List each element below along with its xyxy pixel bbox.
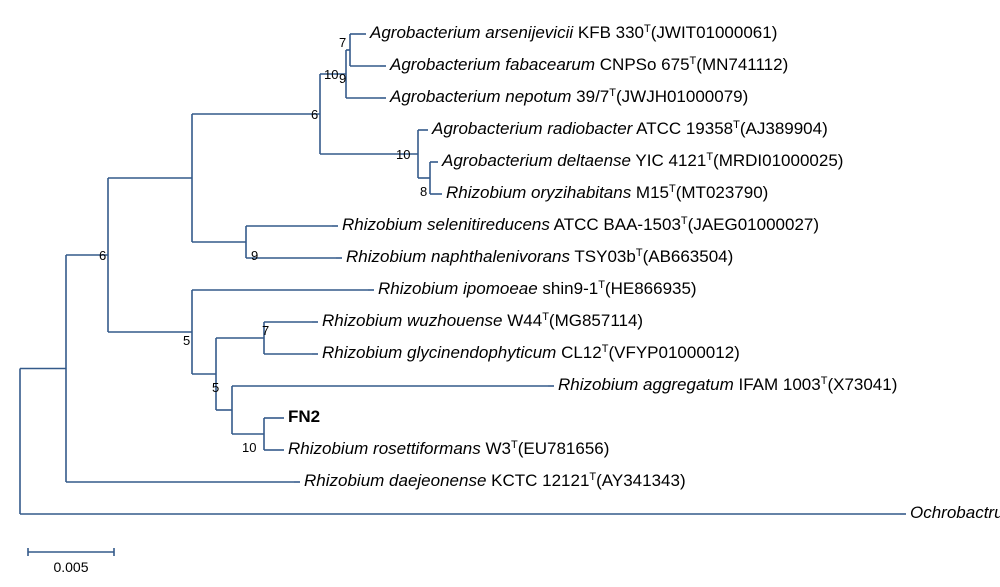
support-value: 9 — [339, 71, 346, 86]
taxon-label: Agrobacterium deltaense YIC 4121T(MRDI01… — [441, 151, 843, 171]
scale-bar-label: 0.005 — [53, 559, 88, 575]
taxon-label: Agrobacterium arsenijevicii KFB 330T(JWI… — [369, 23, 777, 43]
taxon-label: Agrobacterium radiobacter ATCC 19358T(AJ… — [431, 119, 828, 139]
taxon-label: Ochrobactrum anthropi ATCC 49188T(NR_074… — [910, 503, 1000, 523]
support-value: 10 — [396, 147, 410, 162]
support-value: 5 — [212, 380, 219, 395]
support-value: 5 — [183, 333, 190, 348]
taxon-label: Agrobacterium nepotum 39/7T(JWJH01000079… — [389, 87, 748, 107]
taxon-label: FN2 — [288, 407, 320, 426]
support-value: 6 — [99, 248, 106, 263]
support-value: 10 — [324, 67, 338, 82]
taxon-label: Agrobacterium fabacearum CNPSo 675T(MN74… — [389, 55, 788, 75]
taxon-label: Rhizobium glycinendophyticum CL12T(VFYP0… — [322, 343, 740, 363]
support-value: 10 — [242, 440, 256, 455]
taxon-label: Rhizobium daejeonense KCTC 12121T(AY3413… — [304, 471, 686, 491]
taxon-label: Rhizobium rosettiformans W3T(EU781656) — [288, 439, 609, 459]
support-value: 7 — [262, 323, 269, 338]
taxon-label: Rhizobium oryzihabitans M15T(MT023790) — [446, 183, 768, 203]
support-value: 6 — [311, 107, 318, 122]
support-value: 9 — [251, 248, 258, 263]
phylogenetic-tree: Agrobacterium arsenijevicii KFB 330T(JWI… — [0, 0, 1000, 587]
support-value: 8 — [420, 184, 427, 199]
taxon-label: Rhizobium aggregatum IFAM 1003T(X73041) — [558, 375, 897, 395]
taxon-label: Rhizobium ipomoeae shin9-1T(HE866935) — [378, 279, 697, 299]
taxon-label: Rhizobium wuzhouense W44T(MG857114) — [322, 311, 643, 331]
taxon-label: Rhizobium selenitireducens ATCC BAA-1503… — [342, 215, 819, 235]
taxon-label: Rhizobium naphthalenivorans TSY03bT(AB66… — [346, 247, 733, 267]
support-value: 7 — [339, 35, 346, 50]
